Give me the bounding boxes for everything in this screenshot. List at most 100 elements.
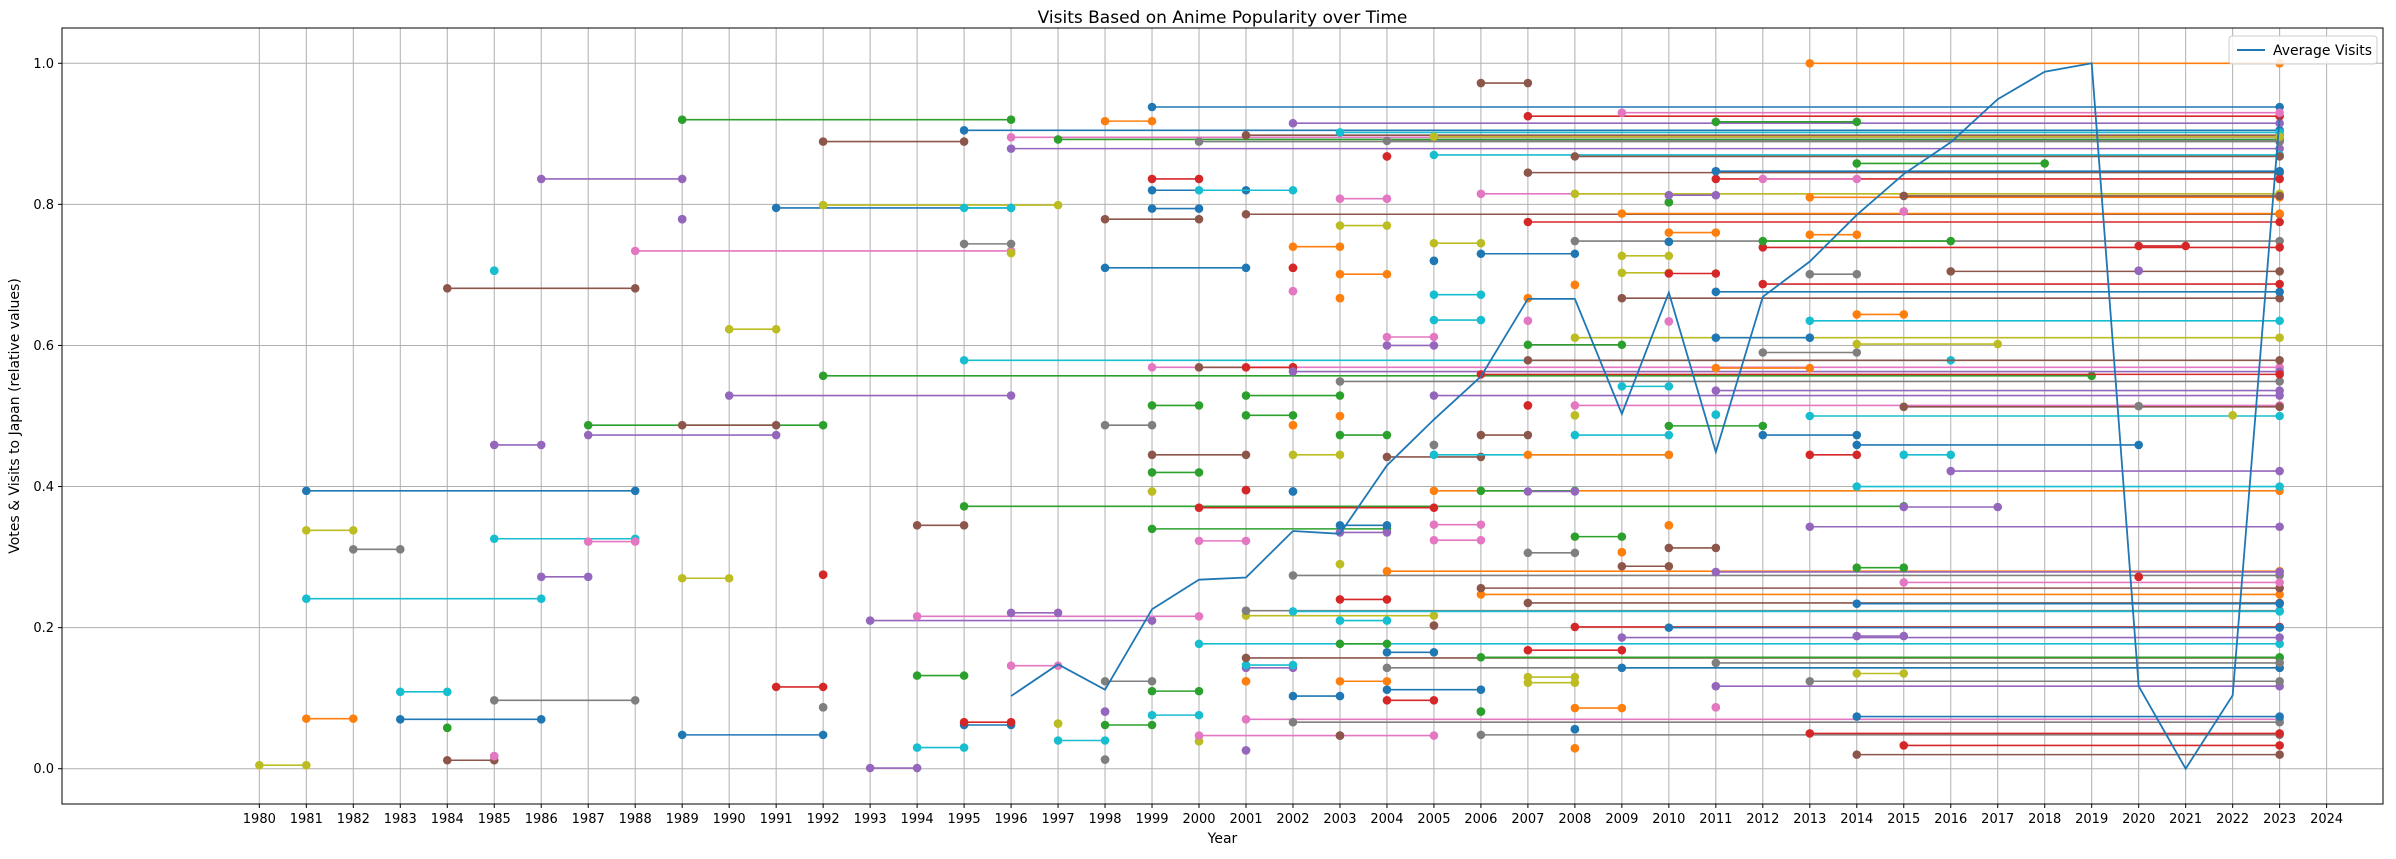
anime-data-point: [1617, 251, 1627, 261]
anime-data-point: [1711, 363, 1721, 373]
anime-data-point: [1899, 578, 1909, 587]
anime-series: [1335, 194, 1392, 204]
anime-series: [1429, 256, 1439, 266]
anime-data-point: [1476, 189, 1486, 199]
anime-data-point: [583, 572, 593, 582]
anime-data-point: [2275, 174, 2284, 184]
anime-series: [1617, 108, 2284, 117]
anime-data-point: [1476, 535, 1486, 545]
anime-series: [1335, 411, 1345, 421]
anime-series: [1100, 263, 1251, 273]
anime-data-point: [1382, 221, 1392, 230]
anime-data-point: [1382, 676, 1392, 686]
anime-series: [1335, 595, 1392, 604]
anime-data-point: [1147, 487, 1157, 496]
x-tick-label: 2018: [2028, 812, 2061, 827]
anime-series: [1429, 535, 1486, 545]
anime-data-point: [1664, 421, 1674, 431]
anime-series: [1429, 440, 1439, 450]
anime-data-point: [771, 420, 781, 430]
anime-data-point: [1476, 730, 1486, 740]
anime-data-point: [1711, 386, 1721, 395]
anime-data-point: [1382, 663, 1392, 673]
anime-data-point: [1335, 676, 1345, 686]
anime-data-point: [959, 239, 969, 249]
x-tick-label: 1996: [995, 812, 1028, 827]
anime-series: [959, 203, 1016, 213]
anime-data-point: [1664, 197, 1674, 207]
anime-data-point: [1241, 653, 1251, 663]
anime-data-point: [1476, 452, 1486, 462]
anime-data-point: [1288, 487, 1298, 496]
anime-series: [1758, 279, 2284, 289]
anime-data-point: [1335, 430, 1345, 440]
anime-data-point: [1006, 248, 1016, 258]
x-tick-label: 2015: [1887, 812, 1920, 827]
anime-series: [583, 537, 640, 546]
anime-data-point: [442, 755, 452, 765]
anime-series: [1288, 263, 1298, 273]
anime-data-point: [1523, 672, 1533, 682]
anime-data-point: [2275, 236, 2284, 246]
anime-data-point: [818, 200, 828, 210]
anime-data-point: [1805, 363, 1815, 373]
anime-series: [1335, 377, 2284, 386]
anime-data-point: [536, 715, 546, 724]
anime-data-point: [2134, 241, 2143, 251]
anime-data-point: [912, 612, 922, 621]
anime-data-point: [1758, 430, 1768, 440]
anime-data-point: [1241, 485, 1251, 495]
anime-series: [724, 324, 781, 334]
anime-data-point: [1852, 450, 1862, 460]
y-tick-label: 0.4: [33, 480, 54, 495]
y-axis: 0.0 0.2 0.4 0.6 0.8 1.0: [33, 57, 62, 777]
anime-data-point: [1335, 221, 1345, 230]
anime-data-point: [1194, 363, 1204, 372]
anime-data-point: [1664, 430, 1674, 440]
anime-data-point: [1194, 536, 1204, 546]
anime-series: [2134, 241, 2190, 251]
anime-data-point: [1006, 717, 1016, 727]
x-tick-label: 1982: [337, 812, 370, 827]
anime-data-point: [1899, 450, 1909, 460]
anime-data-point: [1899, 741, 1909, 750]
anime-data-point: [1899, 310, 1909, 319]
anime-data-point: [1711, 333, 1721, 342]
anime-data-point: [1523, 111, 1533, 121]
anime-series: [1523, 450, 1674, 460]
anime-series: [1758, 236, 1956, 246]
anime-data-point: [1288, 367, 1298, 376]
anime-data-point: [2275, 209, 2284, 218]
anime-series: [1805, 450, 1862, 460]
anime-data-point: [1664, 251, 1674, 261]
anime-series: [1147, 468, 1204, 477]
x-tick-label: 1980: [243, 812, 276, 827]
anime-data-point: [1946, 466, 1956, 476]
anime-series: [865, 763, 922, 773]
anime-series: [818, 137, 969, 146]
anime-data-point: [1758, 279, 1768, 289]
x-tick-label: 2001: [1229, 812, 1262, 827]
anime-data-point: [1570, 333, 1580, 342]
anime-data-point: [2275, 279, 2284, 289]
anime-data-point: [2275, 633, 2284, 642]
anime-series: [1335, 616, 1392, 625]
anime-data-point: [818, 682, 828, 692]
anime-series: [1335, 639, 1392, 649]
anime-series: [1617, 251, 1674, 261]
anime-data-point: [1429, 332, 1439, 342]
anime-data-point: [1711, 117, 1721, 127]
anime-data-point: [1852, 310, 1862, 319]
anime-series: [1711, 658, 2284, 668]
anime-data-point: [302, 594, 311, 604]
anime-data-point: [865, 763, 875, 773]
anime-data-point: [1288, 571, 1298, 580]
anime-data-point: [2134, 440, 2143, 450]
anime-data-point: [1194, 686, 1204, 696]
x-tick-label: 2007: [1511, 812, 1544, 827]
anime-series: [1429, 520, 1486, 529]
anime-data-point: [1288, 691, 1298, 701]
anime-data-point: [1335, 639, 1345, 649]
x-tick-label: 2010: [1652, 812, 1685, 827]
x-tick-label: 1985: [478, 812, 511, 827]
